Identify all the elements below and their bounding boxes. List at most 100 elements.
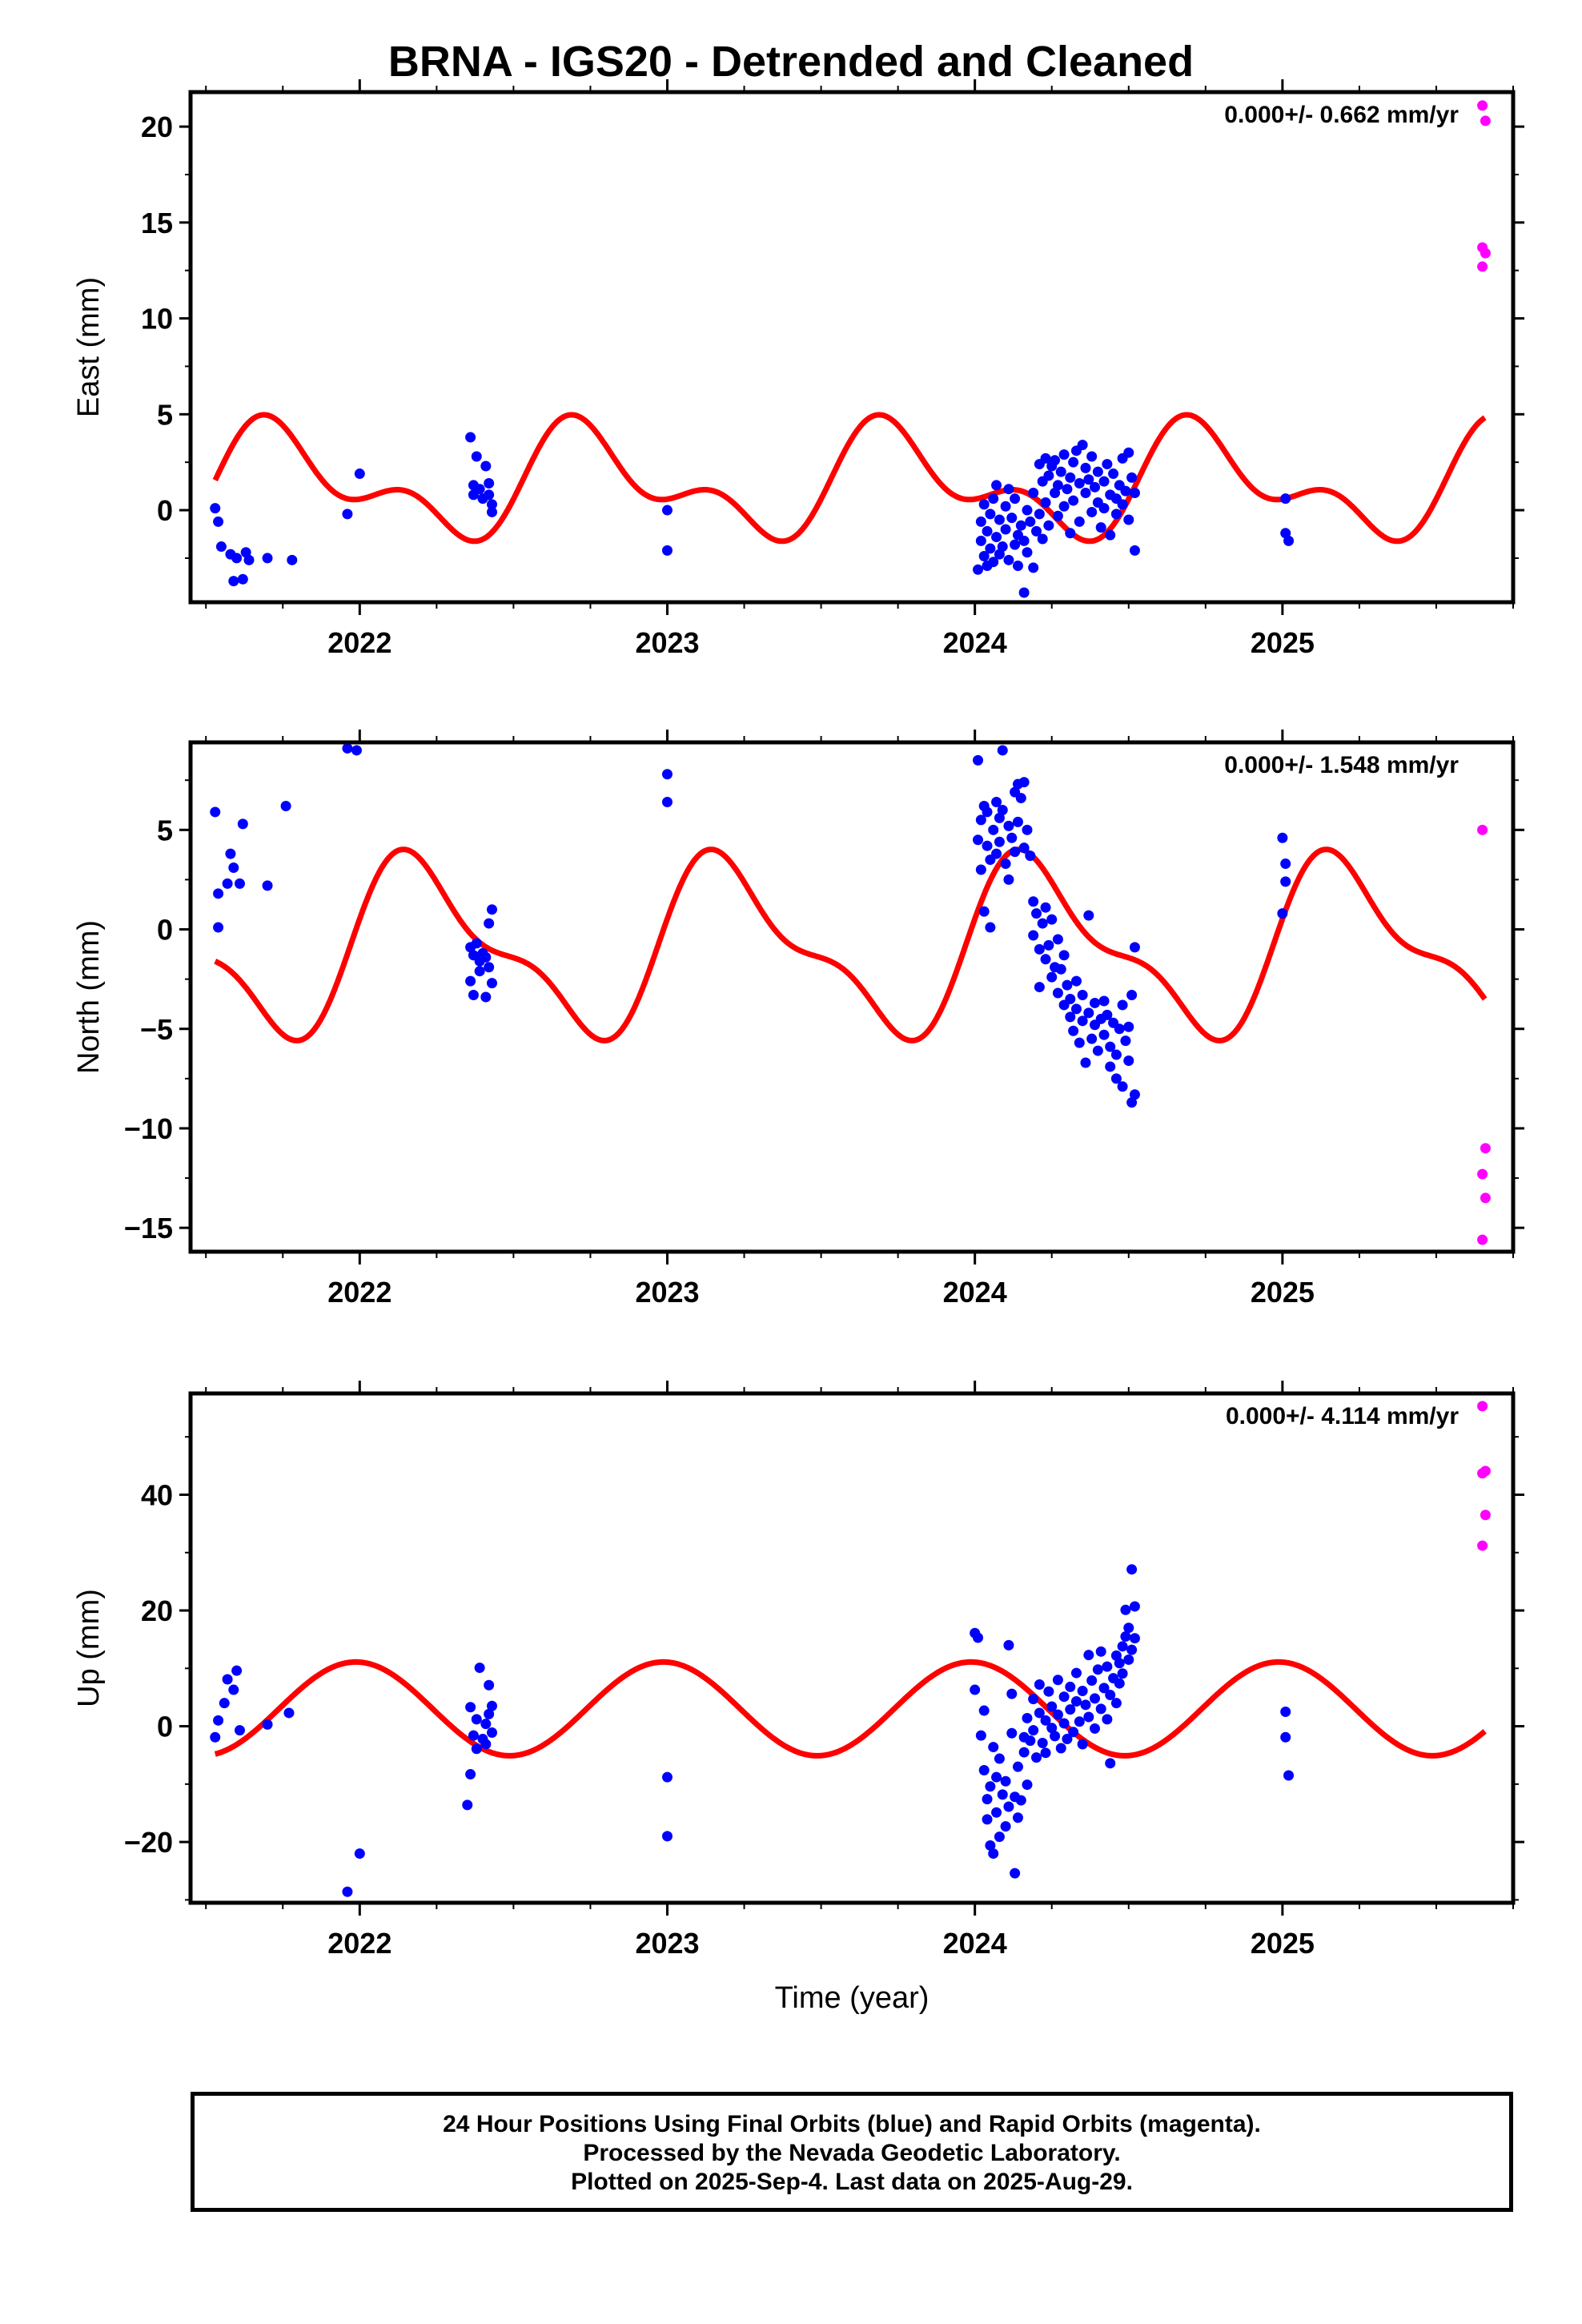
- final-orbit-point: [487, 1727, 498, 1739]
- final-orbit-point: [1080, 1699, 1091, 1711]
- final-orbit-point: [1123, 514, 1134, 525]
- final-orbit-point: [1010, 846, 1021, 858]
- final-orbit-point: [1277, 908, 1288, 919]
- final-orbit-point: [1077, 1685, 1088, 1696]
- final-orbit-point: [1283, 1770, 1295, 1781]
- final-orbit-point: [1006, 1688, 1018, 1699]
- final-orbit-point: [1065, 472, 1076, 483]
- final-orbit-point: [1126, 1644, 1138, 1655]
- x-tick-label: 2024: [943, 1927, 1007, 1960]
- final-orbit-point: [1092, 466, 1103, 477]
- final-orbit-point: [1074, 1037, 1085, 1048]
- x-tick-label: 2025: [1251, 626, 1315, 659]
- rapid-orbit-point: [1480, 1510, 1491, 1521]
- final-orbit-point: [1098, 995, 1110, 1007]
- final-orbit-point: [262, 1719, 273, 1730]
- final-orbit-point: [354, 468, 365, 480]
- final-orbit-point: [1068, 456, 1079, 468]
- x-tick-label: 2022: [327, 1276, 391, 1309]
- final-orbit-point: [1280, 876, 1291, 887]
- final-orbit-point: [1037, 533, 1048, 545]
- final-orbit-point: [1015, 793, 1026, 804]
- final-orbit-point: [1065, 1011, 1076, 1023]
- final-orbit-point: [468, 990, 479, 1001]
- final-orbit-point: [975, 814, 986, 826]
- final-orbit-point: [213, 888, 224, 899]
- final-orbit-point: [1126, 990, 1138, 1001]
- final-orbit-point: [1018, 842, 1030, 854]
- final-orbit-point: [237, 573, 248, 585]
- final-orbit-point: [480, 991, 492, 1003]
- final-orbit-point: [465, 1769, 476, 1780]
- final-orbit-point: [1000, 1775, 1011, 1787]
- final-orbit-point: [1102, 459, 1113, 470]
- final-orbit-point: [480, 1719, 492, 1730]
- final-orbit-point: [1003, 874, 1014, 885]
- final-orbit-point: [474, 966, 485, 977]
- rate-label: 0.000+/- 4.114 mm/yr: [1226, 1403, 1459, 1429]
- rapid-orbit-point: [1477, 100, 1488, 111]
- final-orbit-point: [978, 551, 990, 562]
- final-orbit-point: [1277, 832, 1288, 843]
- final-orbit-point: [973, 754, 984, 766]
- final-orbit-point: [1086, 451, 1098, 462]
- final-orbit-point: [342, 509, 353, 520]
- final-orbit-point: [1028, 562, 1039, 573]
- final-orbit-point: [342, 742, 353, 754]
- final-orbit-point: [1095, 1646, 1106, 1657]
- final-orbit-point: [1280, 493, 1291, 505]
- rapid-orbit-point: [1477, 1168, 1488, 1180]
- final-orbit-point: [1129, 942, 1140, 953]
- final-orbit-point: [975, 1730, 986, 1741]
- final-orbit-point: [1077, 440, 1088, 451]
- final-orbit-point: [222, 1674, 233, 1685]
- final-orbit-point: [988, 1848, 999, 1860]
- final-orbit-point: [1070, 1667, 1082, 1679]
- plot-frame: [188, 740, 1516, 1254]
- final-orbit-point: [1037, 1738, 1048, 1749]
- final-orbit-point: [1003, 1801, 1014, 1812]
- final-orbit-point: [997, 804, 1008, 815]
- final-orbit-point: [1046, 971, 1058, 983]
- final-orbit-point: [1018, 535, 1030, 546]
- final-orbit-point: [1080, 1057, 1091, 1068]
- final-orbit-point: [487, 1700, 498, 1711]
- final-orbit-point: [1068, 495, 1079, 506]
- y-tick-label: −10: [124, 1112, 173, 1145]
- final-orbit-point: [982, 806, 993, 818]
- final-orbit-point: [231, 553, 243, 564]
- final-orbit-point: [1043, 939, 1054, 951]
- caption-box: 24 Hour Positions Using Final Orbits (bl…: [191, 2092, 1513, 2212]
- final-orbit-point: [988, 557, 999, 568]
- final-orbit-point: [1077, 1739, 1088, 1750]
- final-orbit-point: [988, 493, 999, 505]
- final-orbit-point: [1065, 1681, 1076, 1692]
- y-axis-label: East (mm): [72, 277, 106, 417]
- final-orbit-point: [1058, 950, 1070, 961]
- final-orbit-point: [1012, 816, 1023, 827]
- final-orbit-point: [1028, 896, 1039, 907]
- final-orbit-point: [1040, 497, 1051, 508]
- final-orbit-point: [1129, 545, 1140, 556]
- final-orbit-point: [1126, 1564, 1138, 1575]
- final-orbit-point: [973, 564, 984, 575]
- final-orbit-point: [1098, 1683, 1110, 1694]
- final-orbit-point: [237, 818, 248, 830]
- final-orbit-point: [1006, 1727, 1018, 1739]
- final-orbit-point: [213, 922, 224, 933]
- final-orbit-point: [1012, 1761, 1023, 1772]
- y-tick-label: −20: [124, 1826, 173, 1859]
- final-orbit-point: [1105, 1061, 1116, 1072]
- final-orbit-point: [1022, 547, 1033, 558]
- final-orbit-point: [1000, 1821, 1011, 1832]
- final-orbit-point: [471, 938, 482, 949]
- final-orbit-point: [1000, 858, 1011, 870]
- final-orbit-point: [234, 878, 245, 889]
- final-orbit-point: [1012, 561, 1023, 571]
- final-orbit-point: [234, 1725, 245, 1736]
- final-orbit-point: [994, 514, 1005, 525]
- final-orbit-point: [1117, 999, 1128, 1011]
- y-axis-label: North (mm): [72, 920, 106, 1074]
- final-orbit-point: [1055, 1743, 1066, 1754]
- final-orbit-point: [1058, 1691, 1070, 1703]
